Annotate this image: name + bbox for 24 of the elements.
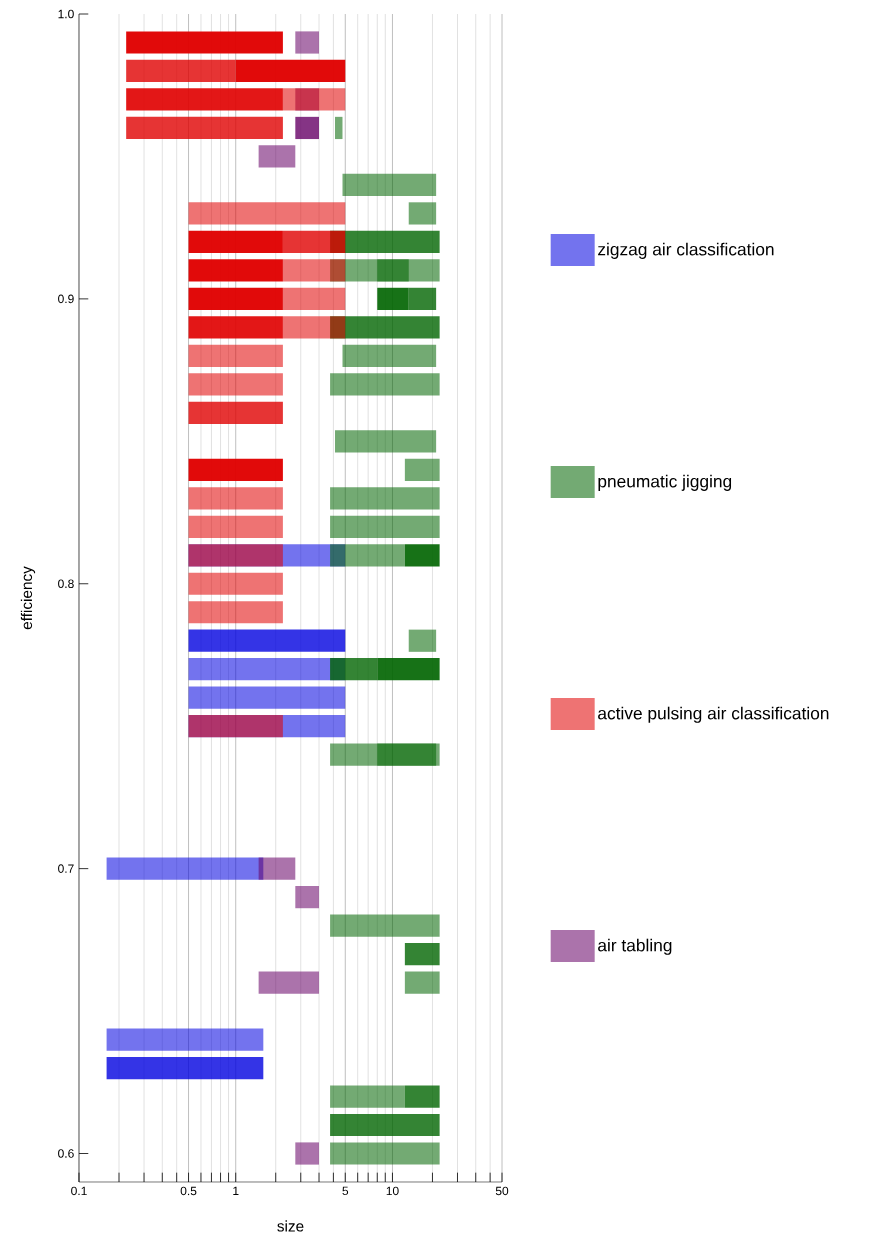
legend-label: zigzag air classification — [598, 242, 774, 259]
y-tick-label: 0.8 — [58, 579, 74, 589]
x-tick-label: 0.5 — [180, 1186, 197, 1196]
y-axis-title: efficiency — [20, 566, 36, 630]
y-tick-label: 0.9 — [58, 294, 74, 304]
x-tick-label: 10 — [386, 1186, 399, 1196]
bar — [188, 287, 283, 310]
bar — [126, 31, 283, 54]
bar — [188, 316, 283, 339]
bar — [404, 544, 440, 567]
x-axis-title: size — [277, 1220, 304, 1232]
x-tick-label: 50 — [495, 1186, 509, 1196]
bar — [188, 259, 283, 282]
y-tick-label: 0.6 — [58, 1149, 74, 1158]
x-tick-label: 1 — [233, 1186, 239, 1195]
legend-label: air tabling — [598, 938, 672, 955]
x-tick-label: 5 — [342, 1186, 349, 1196]
y-tick-label: 1.0 — [58, 9, 74, 19]
legend-label: pneumatic jigging — [598, 474, 732, 491]
x-tick-label: 0.1 — [71, 1186, 87, 1196]
y-tick-label: 0.7 — [58, 864, 74, 873]
bar — [126, 88, 283, 111]
bar — [188, 458, 283, 481]
legend-label: active pulsing air classification — [598, 706, 829, 723]
